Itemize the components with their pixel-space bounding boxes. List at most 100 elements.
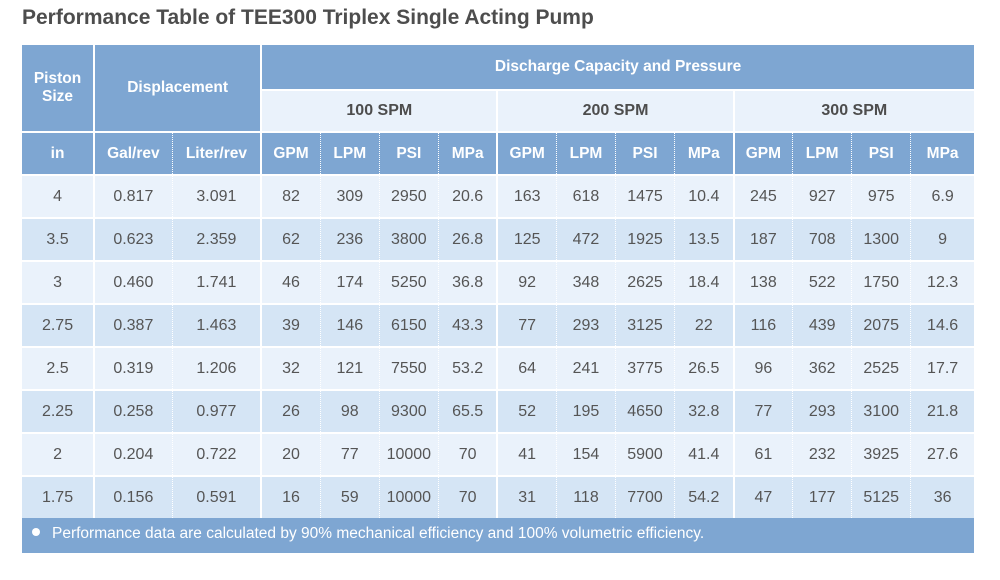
table-cell: 3775 xyxy=(615,346,676,390)
table-cell: 1300 xyxy=(851,217,912,261)
performance-table-panel: Piston Size Displacement Discharge Capac… xyxy=(22,45,974,553)
table-cell: 2.5 xyxy=(22,346,96,390)
table-cell: 522 xyxy=(792,260,853,304)
table-cell: 116 xyxy=(733,303,794,347)
table-cell: 3925 xyxy=(851,432,912,476)
table-cell: 232 xyxy=(792,432,853,476)
table-cell: 64 xyxy=(497,346,557,390)
table-cell: 59 xyxy=(320,475,380,518)
table-cell: 309 xyxy=(320,174,380,218)
table-cell: 0.817 xyxy=(94,174,173,218)
table-cell: 26.8 xyxy=(438,217,499,261)
unit-header-cell: PSI xyxy=(379,131,439,175)
table-cell: 618 xyxy=(556,174,617,218)
table-cell: 293 xyxy=(792,389,853,433)
table-cell: 0.977 xyxy=(172,389,263,433)
table-cell: 39 xyxy=(261,303,321,347)
table-cell: 77 xyxy=(320,432,380,476)
table-row: 3 0.460 1.741 46 174 5250 36.8 92 348 2625 18.4 138… xyxy=(22,260,974,304)
table-cell: 0.591 xyxy=(172,475,263,518)
table-cell: 187 xyxy=(733,217,794,261)
table-cell: 2.25 xyxy=(22,389,96,433)
table-cell: 154 xyxy=(556,432,617,476)
table-cell: 118 xyxy=(556,475,617,518)
unit-header-cell: in xyxy=(22,131,96,175)
performance-table: Piston Size Displacement Discharge Capac… xyxy=(22,45,974,518)
unit-header-cell: MPa xyxy=(910,131,974,175)
table-cell: 20.6 xyxy=(438,174,499,218)
header-100-spm: 100 SPM xyxy=(261,90,499,132)
unit-header-cell: PSI xyxy=(615,131,676,175)
unit-header-cell: GPM xyxy=(733,131,794,175)
footnote-text: Performance data are calculated by 90% m… xyxy=(52,525,705,542)
table-cell: 1925 xyxy=(615,217,676,261)
table-body: 4 0.817 3.091 82 309 2950 20.6 163 618 1475 10.4 24… xyxy=(22,174,974,518)
table-cell: 82 xyxy=(261,174,321,218)
footnote: Performance data are calculated by 90% m… xyxy=(32,525,704,543)
table-cell: 245 xyxy=(733,174,794,218)
table-cell: 3.091 xyxy=(172,174,263,218)
table-cell: 36 xyxy=(910,475,974,518)
table-cell: 10000 xyxy=(379,432,439,476)
unit-header-cell: MPa xyxy=(438,131,499,175)
table-cell: 26 xyxy=(261,389,321,433)
table-cell: 3.5 xyxy=(22,217,96,261)
table-cell: 31 xyxy=(497,475,557,518)
table-cell: 1.206 xyxy=(172,346,263,390)
table-cell: 2625 xyxy=(615,260,676,304)
table-cell: 0.204 xyxy=(94,432,173,476)
table-cell: 348 xyxy=(556,260,617,304)
table-cell: 52 xyxy=(497,389,557,433)
table-cell: 16 xyxy=(261,475,321,518)
table-cell: 7700 xyxy=(615,475,676,518)
unit-header-row: in Gal/rev Liter/rev GPM LPM PSI MPa GPM LPM PSI M… xyxy=(22,131,974,175)
table-cell: 195 xyxy=(556,389,617,433)
table-cell: 121 xyxy=(320,346,380,390)
table-cell: 0.387 xyxy=(94,303,173,347)
table-row: 2 0.204 0.722 20 77 10000 70 41 154 5900 41.4 61 232… xyxy=(22,432,974,476)
table-cell: 1.463 xyxy=(172,303,263,347)
table-cell: 2.359 xyxy=(172,217,263,261)
table-cell: 10000 xyxy=(379,475,439,518)
table-cell: 3100 xyxy=(851,389,912,433)
table-cell: 77 xyxy=(497,303,557,347)
header-300-spm: 300 SPM xyxy=(733,90,974,132)
table-cell: 14.6 xyxy=(910,303,974,347)
table-cell: 12.3 xyxy=(910,260,974,304)
table-cell: 62 xyxy=(261,217,321,261)
table-cell: 236 xyxy=(320,217,380,261)
table-cell: 70 xyxy=(438,475,499,518)
table-cell: 41.4 xyxy=(674,432,735,476)
table-cell: 54.2 xyxy=(674,475,735,518)
table-cell: 53.2 xyxy=(438,346,499,390)
table-cell: 1.75 xyxy=(22,475,96,518)
table-row: 2.5 0.319 1.206 32 121 7550 53.2 64 241 3775 26.5 9… xyxy=(22,346,974,390)
table-cell: 5900 xyxy=(615,432,676,476)
table-cell: 20 xyxy=(261,432,321,476)
table-cell: 5125 xyxy=(851,475,912,518)
table-cell: 36.8 xyxy=(438,260,499,304)
table-cell: 439 xyxy=(792,303,853,347)
table-cell: 3 xyxy=(22,260,96,304)
table-row: 1.75 0.156 0.591 16 59 10000 70 31 118 7700 54.2 47… xyxy=(22,475,974,518)
unit-header-cell: MPa xyxy=(674,131,735,175)
table-cell: 17.7 xyxy=(910,346,974,390)
table-cell: 2075 xyxy=(851,303,912,347)
table-cell: 708 xyxy=(792,217,853,261)
unit-header-cell: PSI xyxy=(851,131,912,175)
table-cell: 13.5 xyxy=(674,217,735,261)
table-cell: 1750 xyxy=(851,260,912,304)
table-cell: 61 xyxy=(733,432,794,476)
table-cell: 18.4 xyxy=(674,260,735,304)
table-cell: 293 xyxy=(556,303,617,347)
table-cell: 125 xyxy=(497,217,557,261)
table-cell: 4 xyxy=(22,174,96,218)
table-cell: 6.9 xyxy=(910,174,974,218)
table-cell: 1.741 xyxy=(172,260,263,304)
table-row: 2.75 0.387 1.463 39 146 6150 43.3 77 293 3125 22 11… xyxy=(22,303,974,347)
table-cell: 0.722 xyxy=(172,432,263,476)
table-cell: 5250 xyxy=(379,260,439,304)
table-cell: 0.623 xyxy=(94,217,173,261)
table-cell: 9 xyxy=(910,217,974,261)
table-cell: 43.3 xyxy=(438,303,499,347)
